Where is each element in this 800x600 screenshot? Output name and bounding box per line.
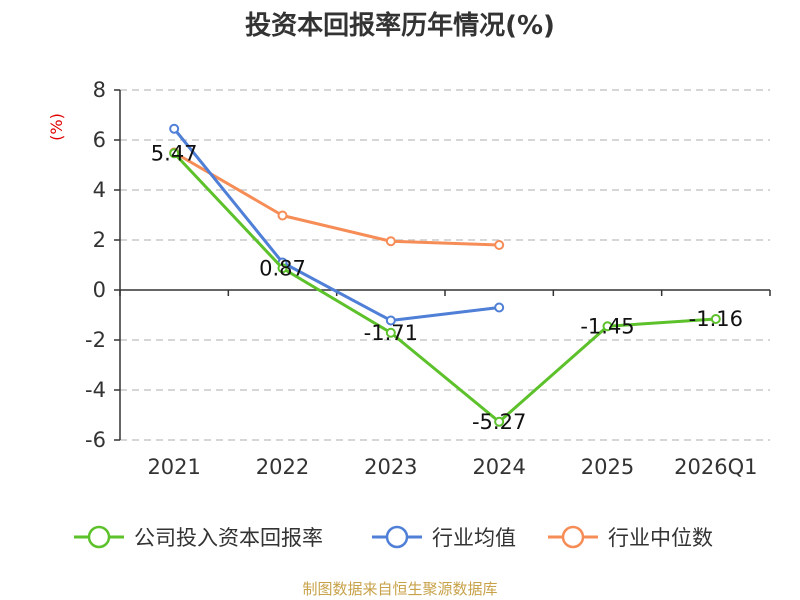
data-point-company [494,416,505,427]
series-company [169,148,721,427]
x-tick-label: 2023 [364,455,417,479]
data-label: 5.47 [151,141,198,165]
data-point-company [277,263,288,274]
data-point-industry_median [494,240,505,250]
data-labels: 5.47 0.87 -1.71 -5.27 -1.45 -1.16 [151,141,743,434]
legend: 公司投入资本回报率 行业均值 行业中位数 [74,525,713,550]
data-label: -1.45 [580,314,634,338]
legend-marker-icon [87,525,111,549]
data-point-industry_avg [494,302,505,313]
legend-item-company: 公司投入资本回报率 [74,525,323,550]
data-point-industry_median [277,210,288,221]
y-tick-label: 4 [93,178,106,202]
x-tick-label: 2021 [147,455,200,479]
x-tick-label: 2026Q1 [674,455,757,479]
legend-label: 公司投入资本回报率 [134,526,323,550]
series-industry_avg [169,123,505,326]
data-point-company [385,327,396,338]
data-label: -1.71 [364,321,418,345]
legend-marker-icon [385,525,409,549]
series-industry_median [169,147,505,250]
legend-label: 行业中位数 [608,526,713,550]
y-axis-unit-label: (%) [47,113,66,141]
x-tick-label: 2024 [472,455,525,479]
y-tick-label: 0 [93,278,106,302]
series-line-company [173,152,716,424]
chart-title: 投资本回报率历年情况(%) [245,10,555,41]
y-tick-label: -2 [85,328,106,352]
axes: 8 6 4 2 0 -2 -4 -6 2021 2022 2023 2024 2025 2026Q1 [85,78,771,479]
series-lines [169,123,721,427]
y-tick-label: -6 [85,428,106,452]
data-point-industry_avg [385,315,396,326]
x-tick-label: 2022 [256,455,309,479]
legend-item-industry_avg: 行业均值 [372,525,516,550]
data-point-company [602,321,613,332]
y-tick-label: 8 [93,78,106,102]
y-tick-label: -4 [85,378,106,402]
data-point-company [710,314,721,324]
series-line-industry_median [173,151,500,247]
x-tick-label: 2025 [581,455,634,479]
data-point-industry_avg [169,123,180,134]
grid-lines [120,89,770,441]
data-label: -1.16 [689,307,743,331]
data-label: 0.87 [259,256,306,280]
y-tick-label: 6 [93,128,106,152]
y-tick-label: 2 [93,228,106,252]
source-note: 制图数据来自恒生聚源数据库 [302,580,497,598]
legend-marker-icon [561,525,585,549]
series-line-industry_avg [173,127,500,322]
legend-item-industry_median: 行业中位数 [548,525,713,550]
legend-label: 行业均值 [432,526,516,550]
data-point-company [169,148,180,159]
data-point-industry_median [385,236,396,247]
data-label: -5.27 [472,410,526,434]
